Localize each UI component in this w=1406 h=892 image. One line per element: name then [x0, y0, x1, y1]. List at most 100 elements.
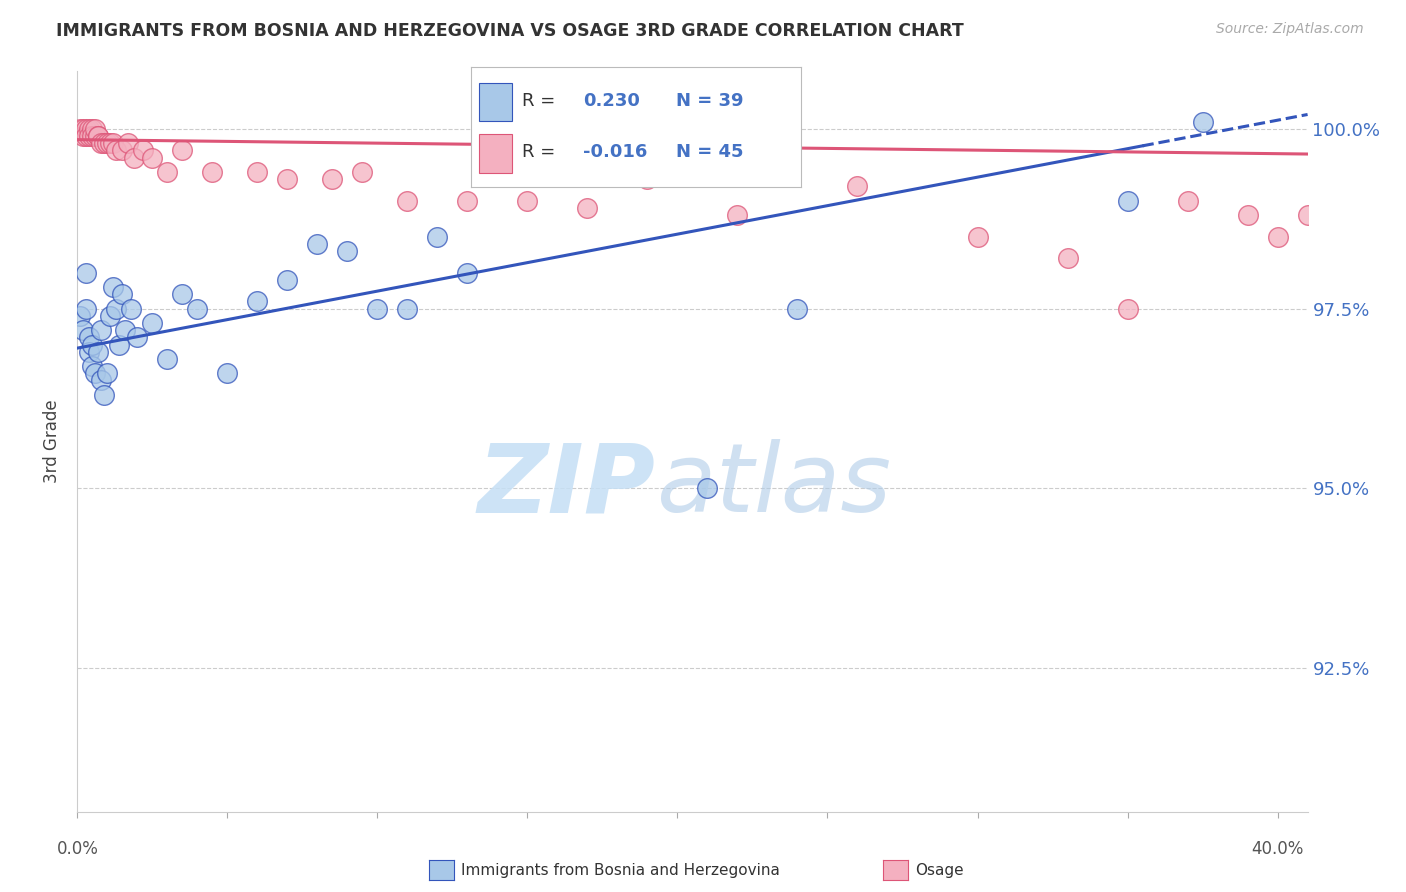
- Point: [516, 194, 538, 208]
- Point: [576, 201, 599, 215]
- Point: [105, 144, 128, 158]
- Point: [82, 359, 104, 373]
- Point: [727, 208, 749, 222]
- Point: [108, 337, 131, 351]
- Point: [1116, 301, 1139, 316]
- Point: [79, 344, 101, 359]
- Text: N = 39: N = 39: [676, 92, 744, 111]
- Point: [217, 366, 239, 380]
- Point: [93, 136, 115, 151]
- Point: [966, 229, 988, 244]
- Point: [246, 165, 269, 179]
- Point: [111, 287, 134, 301]
- Point: [696, 481, 718, 495]
- Text: 0.230: 0.230: [583, 92, 640, 111]
- Point: [75, 301, 97, 316]
- Point: [87, 344, 110, 359]
- Text: 0.0%: 0.0%: [56, 840, 98, 858]
- Point: [456, 194, 478, 208]
- Text: R =: R =: [522, 92, 561, 111]
- Point: [84, 129, 107, 144]
- Point: [124, 151, 146, 165]
- Point: [156, 165, 179, 179]
- Point: [120, 301, 142, 316]
- Text: ZIP: ZIP: [478, 440, 655, 533]
- Point: [69, 121, 91, 136]
- Point: [69, 309, 91, 323]
- Point: [276, 273, 298, 287]
- Point: [1177, 194, 1199, 208]
- Point: [98, 309, 121, 323]
- Point: [352, 165, 374, 179]
- Point: [82, 121, 104, 136]
- Point: [201, 165, 224, 179]
- Point: [456, 266, 478, 280]
- Point: [186, 301, 208, 316]
- Point: [90, 136, 112, 151]
- Point: [426, 229, 449, 244]
- Point: [1056, 252, 1078, 266]
- Point: [396, 301, 419, 316]
- Text: 40.0%: 40.0%: [1251, 840, 1303, 858]
- Point: [90, 323, 112, 337]
- FancyBboxPatch shape: [479, 83, 512, 121]
- Point: [114, 323, 136, 337]
- Point: [84, 121, 107, 136]
- Point: [1296, 208, 1319, 222]
- Point: [103, 136, 125, 151]
- Point: [79, 129, 101, 144]
- Point: [96, 366, 118, 380]
- Text: IMMIGRANTS FROM BOSNIA AND HERZEGOVINA VS OSAGE 3RD GRADE CORRELATION CHART: IMMIGRANTS FROM BOSNIA AND HERZEGOVINA V…: [56, 22, 965, 40]
- Point: [172, 144, 194, 158]
- Point: [141, 151, 163, 165]
- Point: [75, 129, 97, 144]
- Point: [141, 316, 163, 330]
- Point: [156, 351, 179, 366]
- Point: [1236, 208, 1258, 222]
- Text: R =: R =: [522, 144, 561, 161]
- Point: [307, 236, 329, 251]
- Point: [82, 129, 104, 144]
- Point: [1191, 114, 1213, 128]
- Point: [336, 244, 359, 258]
- Point: [79, 330, 101, 344]
- Point: [87, 129, 110, 144]
- Point: [93, 388, 115, 402]
- Point: [366, 301, 388, 316]
- Point: [117, 136, 139, 151]
- Point: [636, 172, 658, 186]
- Point: [72, 129, 94, 144]
- Point: [98, 136, 121, 151]
- Point: [72, 323, 94, 337]
- Point: [103, 280, 125, 294]
- Point: [111, 144, 134, 158]
- Point: [82, 337, 104, 351]
- Text: N = 45: N = 45: [676, 144, 744, 161]
- Text: -0.016: -0.016: [583, 144, 648, 161]
- Point: [96, 136, 118, 151]
- Point: [75, 266, 97, 280]
- Point: [127, 330, 149, 344]
- Point: [72, 121, 94, 136]
- Point: [132, 144, 155, 158]
- Point: [321, 172, 343, 186]
- FancyBboxPatch shape: [479, 135, 512, 173]
- Point: [84, 366, 107, 380]
- Point: [1116, 194, 1139, 208]
- Point: [786, 301, 808, 316]
- Point: [90, 374, 112, 388]
- Point: [396, 194, 419, 208]
- Point: [105, 301, 128, 316]
- Point: [1267, 229, 1289, 244]
- Y-axis label: 3rd Grade: 3rd Grade: [44, 400, 62, 483]
- Text: atlas: atlas: [655, 440, 890, 533]
- Text: Source: ZipAtlas.com: Source: ZipAtlas.com: [1216, 22, 1364, 37]
- Text: Immigrants from Bosnia and Herzegovina: Immigrants from Bosnia and Herzegovina: [461, 863, 780, 878]
- Point: [246, 294, 269, 309]
- Point: [75, 121, 97, 136]
- Point: [172, 287, 194, 301]
- Point: [79, 121, 101, 136]
- Point: [846, 179, 869, 194]
- Point: [87, 129, 110, 144]
- Point: [276, 172, 298, 186]
